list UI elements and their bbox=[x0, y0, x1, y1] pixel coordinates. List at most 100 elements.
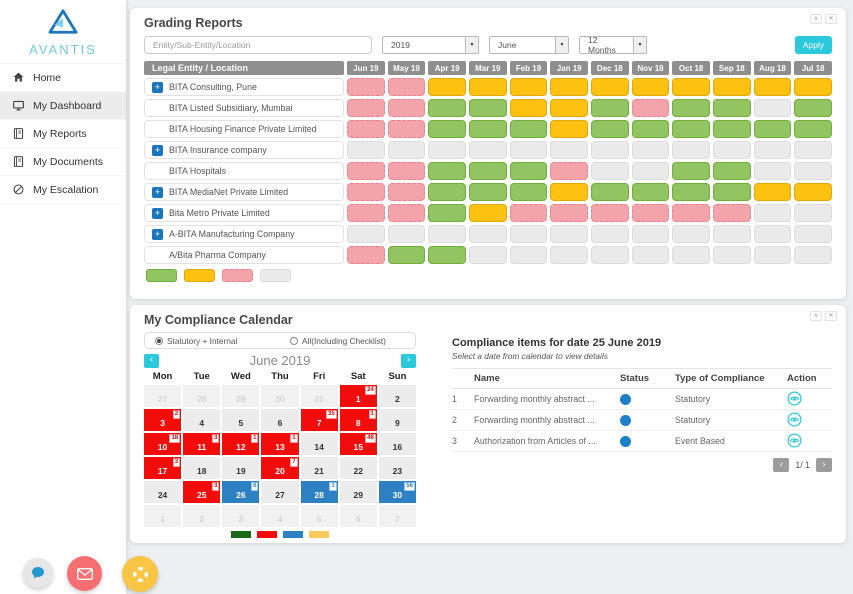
year-select[interactable]: 2019 ▼ bbox=[382, 36, 479, 54]
pager-next-button[interactable]: › bbox=[816, 458, 832, 472]
expand-row-button[interactable]: + bbox=[152, 144, 163, 156]
grade-cell bbox=[794, 246, 832, 264]
calendar-day-cell[interactable]: 2 bbox=[378, 385, 416, 407]
calendar-day-cell[interactable]: 1 28 bbox=[300, 481, 338, 503]
grade-cell bbox=[347, 99, 385, 117]
calendar-day-cell: 30 bbox=[261, 385, 299, 407]
next-month-button[interactable]: › bbox=[401, 353, 416, 368]
compliance-rows: 1 Forwarding monthly abstract ... Statutor… bbox=[452, 389, 832, 452]
month-column-header: Aug 18 bbox=[753, 61, 792, 75]
calendar-grid: 27 28 29 30 31 24 1 2 2 3 4 5 6 35 7 1 8 9 18 10 3 11 1 12 1 13 14… bbox=[144, 385, 416, 527]
radio-option-all-including-checklist-[interactable]: All(Including Checklist) bbox=[280, 336, 415, 346]
collapse-icon[interactable]: ∧ bbox=[810, 14, 822, 24]
grade-cell bbox=[753, 225, 792, 243]
calendar-day-cell[interactable]: 6 bbox=[261, 409, 299, 431]
calendar-day-cell[interactable]: 6 26 bbox=[222, 481, 260, 503]
grade-cell bbox=[347, 141, 385, 159]
calendar-day-cell[interactable]: 35 7 bbox=[300, 409, 338, 431]
col-name: Name bbox=[474, 373, 500, 384]
range-select[interactable]: 12 Months ▼ bbox=[579, 35, 647, 55]
pager-prev-button[interactable]: ‹ bbox=[773, 458, 790, 472]
close-icon[interactable]: ✕ bbox=[825, 311, 837, 321]
radio-option-statutory-internal[interactable]: Statutory + Internal bbox=[145, 336, 280, 346]
day-count-badge: 1 bbox=[290, 434, 298, 443]
calendar-day-cell[interactable]: 9 bbox=[378, 409, 416, 431]
calendar-day-cell[interactable]: 22 bbox=[339, 457, 377, 479]
expand-row-button[interactable]: + bbox=[152, 228, 163, 240]
compliance-pager: ‹ 1/ 1 › bbox=[452, 458, 832, 472]
calendar-day-cell[interactable]: 7 20 bbox=[261, 457, 299, 479]
calendar-day-cell[interactable]: 18 10 bbox=[144, 433, 182, 455]
calendar-day-cell[interactable]: 3 11 bbox=[183, 433, 221, 455]
item-type: Statutory bbox=[675, 415, 711, 425]
sidebar-item-my-dashboard[interactable]: My Dashboard bbox=[0, 92, 126, 120]
sidebar-item-my-documents[interactable]: My Documents bbox=[0, 148, 126, 176]
apply-button[interactable]: Apply bbox=[794, 36, 832, 54]
calendar-day-cell[interactable]: 27 bbox=[261, 481, 299, 503]
calendar-day-cell[interactable]: 21 bbox=[300, 457, 338, 479]
grade-cell bbox=[347, 204, 385, 222]
compliance-item-row: 3 Authorization from Articles of ... Event… bbox=[452, 431, 832, 452]
collapse-icon[interactable]: ∧ bbox=[810, 311, 822, 321]
grade-cell bbox=[428, 99, 466, 117]
calendar-day-cell[interactable]: 23 bbox=[378, 457, 416, 479]
home-icon bbox=[12, 71, 25, 84]
grade-cell bbox=[550, 78, 588, 96]
calendar-day-cell[interactable]: 5 bbox=[222, 409, 260, 431]
expand-row-button[interactable]: + bbox=[152, 186, 163, 198]
chat-fab-button[interactable] bbox=[23, 558, 53, 588]
move-fab-button[interactable] bbox=[122, 556, 158, 592]
calendar-day-cell[interactable]: 56 30 bbox=[378, 481, 416, 503]
day-number: 16 bbox=[392, 442, 403, 452]
day-header: Thu bbox=[271, 371, 289, 382]
day-number: 10 bbox=[157, 442, 168, 452]
grade-cell bbox=[591, 120, 629, 138]
calendar-day-cell[interactable]: 16 bbox=[378, 433, 416, 455]
grade-cell bbox=[347, 225, 385, 243]
expand-row-button[interactable]: + bbox=[152, 207, 163, 219]
grade-cell bbox=[794, 99, 832, 117]
close-icon[interactable]: ✕ bbox=[825, 14, 837, 24]
day-header: Tue bbox=[193, 371, 210, 382]
calendar-day-cell[interactable]: 1 13 bbox=[261, 433, 299, 455]
grade-cell bbox=[387, 246, 426, 264]
calendar-day-cell[interactable]: 18 bbox=[183, 457, 221, 479]
sidebar-item-my-reports[interactable]: My Reports bbox=[0, 120, 126, 148]
dashboard-icon bbox=[12, 99, 25, 112]
calendar-day-cell[interactable]: 24 1 bbox=[339, 385, 377, 407]
calendar-day-cell[interactable]: 19 bbox=[222, 457, 260, 479]
compliance-subtitle: Select a date from calendar to view deta… bbox=[452, 351, 608, 361]
view-item-button[interactable] bbox=[787, 412, 802, 427]
entity-search-input[interactable]: Entity/Sub-Entity/Location bbox=[144, 36, 372, 54]
view-item-button[interactable] bbox=[787, 433, 802, 448]
calendar-day-cell[interactable]: 3 25 bbox=[183, 481, 221, 503]
chevron-down-icon: ▼ bbox=[633, 37, 646, 53]
calendar-day-cell[interactable]: 48 15 bbox=[339, 433, 377, 455]
prev-month-button[interactable]: ‹ bbox=[144, 353, 159, 368]
calendar-day-cell[interactable]: 4 bbox=[183, 409, 221, 431]
day-number: 28 bbox=[196, 394, 207, 404]
grade-cell bbox=[591, 204, 629, 222]
status-cell bbox=[620, 435, 675, 447]
calendar-day-cell[interactable]: 14 bbox=[300, 433, 338, 455]
calendar-day-cell[interactable]: 24 bbox=[144, 481, 182, 503]
grade-cell bbox=[550, 183, 588, 201]
calendar-day-cell[interactable]: 1 12 bbox=[222, 433, 260, 455]
day-header: Fri bbox=[313, 371, 326, 382]
day-header: Sat bbox=[350, 371, 366, 382]
mail-fab-button[interactable] bbox=[67, 556, 102, 591]
month-select[interactable]: June ▼ bbox=[489, 36, 569, 54]
entity-row-label: + BITA Insurance company bbox=[144, 141, 344, 159]
expand-row-button[interactable]: + bbox=[152, 81, 163, 93]
item-number: 2 bbox=[452, 415, 457, 425]
grade-cell bbox=[631, 225, 670, 243]
sidebar-item-label: My Escalation bbox=[33, 183, 99, 196]
sidebar-item-home[interactable]: Home bbox=[0, 64, 126, 92]
view-item-button[interactable] bbox=[787, 391, 802, 406]
day-count-badge: 3 bbox=[211, 434, 220, 443]
calendar-day-cell[interactable]: 3 17 bbox=[144, 457, 182, 479]
sidebar-item-my-escalation[interactable]: My Escalation bbox=[0, 176, 126, 204]
calendar-day-cell[interactable]: 29 bbox=[339, 481, 377, 503]
